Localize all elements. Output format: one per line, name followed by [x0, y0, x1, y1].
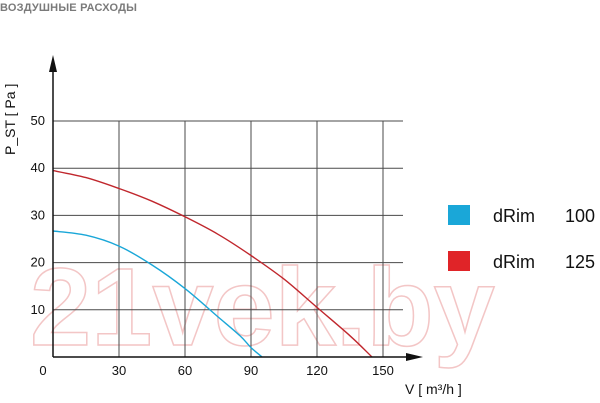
x-axis-arrow — [406, 353, 423, 361]
x-tick-label: 60 — [178, 363, 192, 378]
x-tick-label: 150 — [372, 363, 394, 378]
x-tick-label: 0 — [39, 363, 46, 378]
legend-swatch — [448, 251, 470, 271]
series-lines — [52, 169, 373, 358]
y-axis-label: P_ST [ Pa ] — [2, 84, 18, 155]
axes — [49, 55, 423, 361]
legend: dRim 100 dRim 125 — [448, 205, 595, 272]
axis-labels: V [ m³/h ] P_ST [ Pa ] — [2, 84, 462, 397]
y-tick-label: 20 — [31, 255, 45, 270]
legend-label: dRim — [493, 206, 535, 226]
y-axis-arrow — [49, 55, 57, 72]
x-tick-label: 90 — [244, 363, 258, 378]
y-tick-label: 50 — [31, 113, 45, 128]
y-tick-label: 40 — [31, 160, 45, 175]
x-tick-label: 120 — [306, 363, 328, 378]
series-line-drim-125 — [52, 169, 373, 358]
legend-value: 100 — [565, 206, 595, 226]
x-axis-label: V [ m³/h ] — [405, 381, 462, 397]
y-tick-label: 10 — [31, 302, 45, 317]
legend-item: dRim 100 — [448, 205, 595, 226]
x-tick-label: 30 — [112, 363, 126, 378]
series-line-drim-100 — [52, 230, 263, 358]
grid — [53, 120, 403, 357]
legend-swatch — [448, 205, 470, 225]
legend-item: dRim 125 — [448, 251, 595, 272]
page-title: ВОЗДУШНЫЕ РАСХОДЫ — [0, 2, 137, 14]
y-tick-label: 30 — [31, 207, 45, 222]
watermark: 21vek.by — [30, 246, 495, 369]
tick-labels: 10 20 30 40 50 0 30 60 90 120 150 — [31, 113, 394, 378]
legend-value: 125 — [565, 252, 595, 272]
legend-label: dRim — [493, 252, 535, 272]
